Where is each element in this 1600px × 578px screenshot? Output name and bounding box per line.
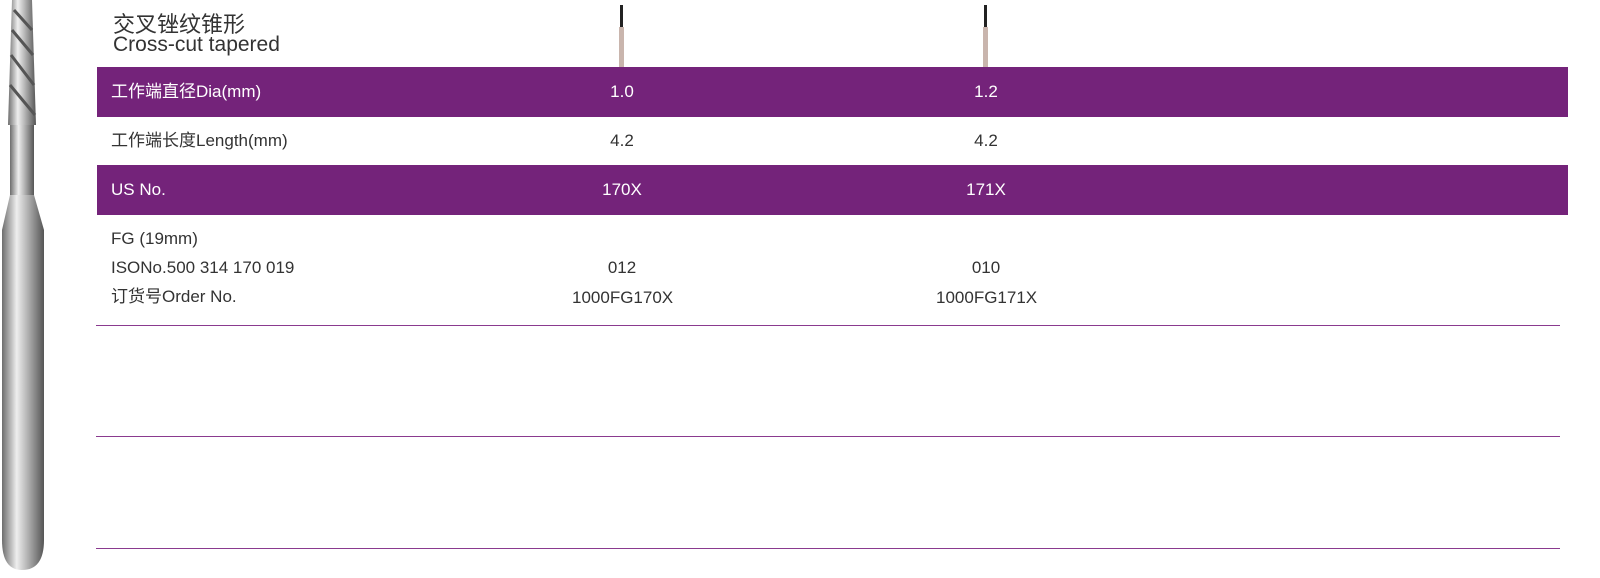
table-row: US No. 170X 171X xyxy=(97,165,1568,215)
cell: 4.2 xyxy=(974,131,998,150)
cell: 1.0 xyxy=(610,82,634,101)
table-row: 工作端长度Length(mm) 4.2 4.2 xyxy=(97,117,1568,165)
order-number: 1000FG171X xyxy=(936,288,1038,307)
cell: 171X xyxy=(966,180,1006,199)
order-number: 1000FG170X xyxy=(572,288,674,307)
row-label: 工作端长度Length(mm) xyxy=(111,131,288,150)
table-row: 工作端直径Dia(mm) 1.0 1.2 xyxy=(97,67,1568,117)
cell: 1.2 xyxy=(974,82,998,101)
order-label: ISONo.500 314 170 019 xyxy=(111,258,295,277)
cell: 170X xyxy=(602,180,642,199)
product-thumb xyxy=(619,5,624,67)
order-label: FG (19mm) xyxy=(111,229,198,248)
row-label: US No. xyxy=(111,180,166,199)
row-label: 工作端直径Dia(mm) xyxy=(111,82,262,101)
bur-image xyxy=(2,0,44,570)
order-label: 订货号Order No. xyxy=(111,287,237,306)
iso-code: 010 xyxy=(971,258,1001,277)
title-en: Cross-cut tapered xyxy=(113,33,280,56)
divider xyxy=(96,548,1560,549)
cell: 4.2 xyxy=(610,131,634,150)
product-thumb xyxy=(983,5,988,67)
title-zh: 交叉锉纹锥形 xyxy=(113,12,246,37)
iso-code: 012 xyxy=(607,258,637,277)
divider xyxy=(96,325,1560,326)
divider xyxy=(96,436,1560,437)
